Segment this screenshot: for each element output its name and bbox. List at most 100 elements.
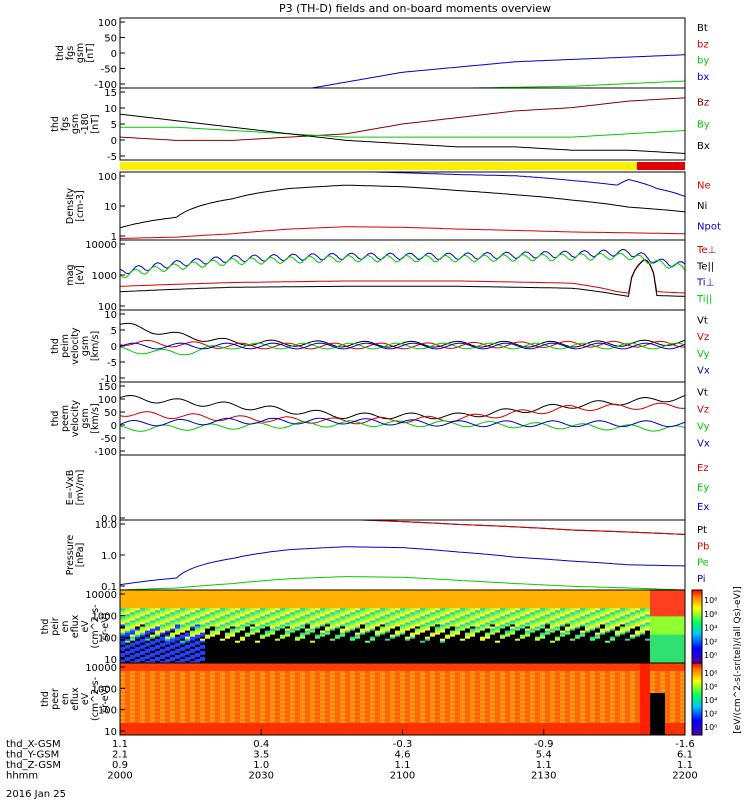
- legend-label-Bx: Bx: [697, 141, 710, 152]
- y-tick-label: 10: [104, 104, 117, 115]
- legend-label-by: by: [697, 56, 709, 67]
- panel-frame: [120, 172, 685, 240]
- y-axis-label: [cm-3]: [75, 190, 86, 221]
- legend-label-Te||: Te||: [696, 261, 714, 272]
- series-line-Ti||: [120, 253, 685, 277]
- y-axis-label: [nT]: [90, 114, 101, 133]
- legend-label-Ne: Ne: [697, 180, 711, 191]
- legend-label-Ey: Ey: [697, 482, 709, 493]
- y-tick-label: 50: [104, 34, 117, 45]
- series-line-Ne: [120, 227, 685, 239]
- y-tick-label: -100: [94, 447, 117, 458]
- panel-frame: [120, 18, 685, 88]
- spectrogram-peir: [120, 590, 686, 664]
- y-tick-label: -5: [107, 152, 117, 163]
- legend-label-Ex: Ex: [697, 502, 709, 513]
- y-axis-label: [eV]: [75, 265, 86, 285]
- legend-label-Pt: Pt: [697, 525, 707, 536]
- y-tick-label: 10: [104, 202, 117, 213]
- series-line-bx: [312, 55, 685, 88]
- series-line-Pe: [120, 577, 685, 590]
- y-tick-label: 1.0: [101, 551, 117, 562]
- y-tick-label: 100: [98, 18, 117, 29]
- series-line-Npot: [374, 172, 685, 197]
- y-tick-label: 0: [111, 49, 117, 60]
- y-tick-label: 100: [98, 172, 117, 183]
- y-tick-label: -50: [101, 434, 117, 445]
- legend-label-Vx: Vx: [697, 366, 710, 377]
- y-tick-label: 5: [111, 120, 117, 131]
- y-tick-label: 5: [111, 326, 117, 337]
- y-tick-label: 10: [104, 310, 117, 321]
- series-group-fgs_gse: [120, 98, 685, 154]
- panel-frame: [120, 382, 685, 455]
- legend-label-Vz: Vz: [697, 405, 709, 416]
- panel-frame: [120, 455, 685, 520]
- y-axis-label: sr-eV): [100, 613, 111, 641]
- series-line-Bz: [120, 98, 685, 141]
- legend-label-Pi: Pi: [697, 574, 706, 585]
- legend-label-bx: bx: [697, 72, 709, 83]
- legend-label-Vz: Vz: [697, 332, 709, 343]
- y-tick-label: 10000: [85, 590, 117, 601]
- plot-title: P3 (TH-D) fields and on-board moments ov…: [279, 2, 551, 15]
- spectrogram-peer: [120, 663, 686, 736]
- series-line-Vt: [120, 396, 685, 419]
- y-axis-label: [mV/m]: [75, 470, 86, 506]
- y-tick-label: 0: [111, 136, 117, 147]
- series-group-peem_vel: [120, 396, 685, 432]
- legend-label-Bt: Bt: [697, 23, 708, 34]
- y-tick-label: 15: [104, 88, 117, 99]
- legend-label-Ti||: Ti||: [696, 294, 712, 305]
- series-group-fgs: [120, 4, 685, 88]
- legend-label-Ez: Ez: [697, 463, 709, 474]
- series-line-By: [120, 127, 685, 137]
- series-group-peim_vel: [120, 323, 685, 354]
- y-tick-label: 1000: [92, 271, 117, 282]
- y-tick-label: 50: [104, 408, 117, 419]
- series-group-temps: [120, 249, 685, 296]
- legend-label-Ti⊥: Ti⊥: [696, 278, 714, 289]
- y-axis-label: [km/s]: [90, 403, 101, 433]
- legend-label-bz: bz: [697, 39, 709, 50]
- series-line-Te||: [120, 260, 685, 297]
- legend-label-By: By: [697, 119, 710, 130]
- y-tick-label: -50: [101, 65, 117, 76]
- legend-label-Vt: Vt: [697, 388, 708, 399]
- series-line-Pi: [120, 547, 685, 585]
- legend-label-Pe: Pe: [697, 558, 709, 569]
- legend-label-Pb: Pb: [697, 541, 709, 552]
- series-line-Pb: [363, 520, 685, 535]
- y-tick-label: 0: [111, 421, 117, 432]
- series-line-by: [470, 81, 685, 88]
- series-group-pressure: [120, 520, 685, 590]
- y-axis-label: [km/s]: [90, 331, 101, 361]
- panel-frame: [120, 240, 685, 310]
- y-axis-label: [nT]: [85, 43, 96, 62]
- legend-label-Ni: Ni: [697, 201, 707, 212]
- legend-label-Vx: Vx: [697, 439, 710, 450]
- y-tick-label: 0: [111, 342, 117, 353]
- legend-label-Vy: Vy: [697, 422, 710, 433]
- series-line-Bx: [120, 114, 685, 153]
- y-axis-label: [nPa]: [75, 543, 86, 568]
- legend-label-Te⊥: Te⊥: [696, 245, 716, 256]
- legend-label-Vt: Vt: [697, 315, 708, 326]
- y-tick-label: 10.0: [95, 520, 117, 531]
- legend-label-Npot: Npot: [697, 222, 721, 233]
- y-tick-label: -5: [107, 358, 117, 369]
- series-line-Ni: [120, 185, 685, 228]
- legend-label-Vy: Vy: [697, 349, 710, 360]
- y-tick-label: 10000: [85, 240, 117, 251]
